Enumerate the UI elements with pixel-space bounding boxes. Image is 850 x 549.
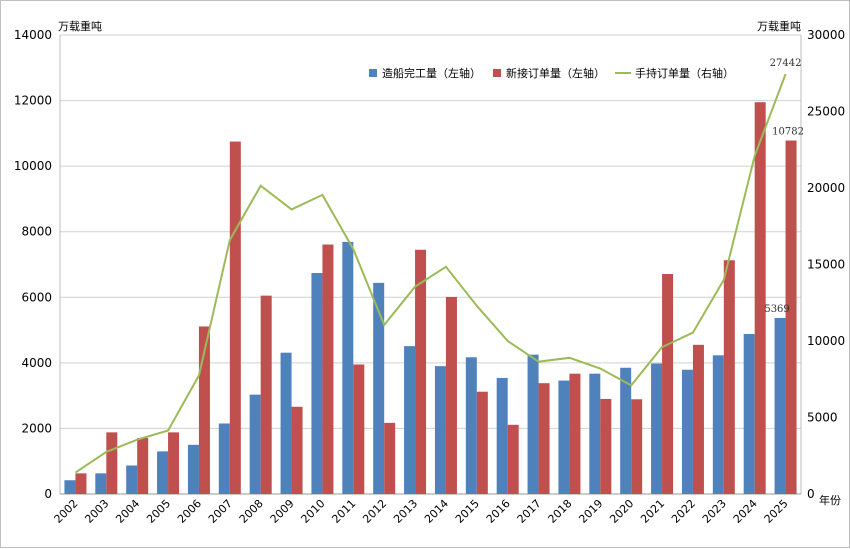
bar-new-orders (724, 260, 735, 494)
bar-completed (682, 370, 693, 494)
x-tick-label: 2008 (237, 497, 266, 526)
bar-new-orders (693, 345, 704, 494)
x-tick-label: 2024 (731, 497, 760, 526)
bar-new-orders (508, 425, 519, 494)
bar-new-orders (477, 392, 488, 494)
legend-completed-label: 造船完工量（左轴） (382, 66, 481, 80)
bar-new-orders (755, 102, 766, 494)
x-tick-label: 2012 (360, 497, 389, 526)
bar-new-orders (384, 423, 395, 494)
x-tick-label: 2006 (175, 497, 204, 526)
x-unit-label: 年份 (819, 493, 841, 507)
bar-completed (713, 355, 724, 494)
bar-new-orders (168, 432, 179, 494)
bar-completed (126, 465, 137, 494)
bar-new-orders (137, 438, 148, 494)
bar-new-orders (353, 364, 364, 494)
x-tick-label: 2004 (113, 497, 142, 526)
bar-completed (373, 283, 384, 494)
y-left-tick-label: 8000 (21, 225, 52, 239)
bar-new-orders (261, 296, 272, 494)
x-tick-label: 2009 (268, 497, 297, 526)
x-tick-label: 2013 (391, 497, 420, 526)
bar-completed (219, 424, 230, 494)
y-right-tick-label: 15000 (807, 258, 845, 272)
bar-new-orders (569, 374, 580, 494)
bar-completed (342, 242, 353, 494)
data-label: 27442 (770, 58, 802, 69)
bar-new-orders (631, 399, 642, 494)
bar-new-orders (292, 407, 303, 494)
bar-completed (651, 364, 662, 494)
bar-new-orders (600, 399, 611, 494)
x-tick-label: 2015 (453, 497, 482, 526)
line-order-backlog (75, 74, 785, 472)
bar-completed (95, 473, 106, 494)
x-tick-label: 2016 (484, 497, 513, 526)
bar-completed (281, 353, 292, 494)
bar-completed (620, 368, 631, 494)
x-tick-label: 2014 (422, 497, 451, 526)
y-right-unit-label: 万载重吨 (757, 19, 801, 33)
bar-completed (497, 378, 508, 494)
bar-new-orders (786, 141, 797, 494)
bar-completed (775, 318, 786, 494)
bar-completed (404, 346, 415, 494)
bar-completed (466, 357, 477, 494)
bar-completed (435, 366, 446, 494)
y-right-tick-label: 30000 (807, 28, 845, 42)
x-tick-label: 2018 (546, 497, 575, 526)
x-tick-label: 2023 (700, 497, 729, 526)
bar-new-orders (446, 297, 457, 494)
x-tick-label: 2017 (515, 497, 544, 526)
x-tick-label: 2002 (52, 497, 81, 526)
bar-completed (589, 374, 600, 494)
x-tick-label: 2005 (144, 497, 173, 526)
bar-new-orders (539, 383, 550, 494)
legend-backlog-label: 手持订单量（右轴） (635, 66, 734, 80)
y-left-tick-label: 4000 (21, 356, 52, 370)
x-tick-label: 2022 (669, 497, 698, 526)
bar-new-orders (106, 432, 117, 494)
x-tick-label: 2019 (576, 497, 605, 526)
y-left-tick-label: 6000 (21, 290, 52, 304)
y-left-tick-label: 12000 (14, 94, 52, 108)
x-tick-label: 2011 (329, 497, 358, 526)
bar-completed (528, 355, 539, 494)
legend-new-orders-swatch (493, 69, 501, 77)
bar-new-orders (322, 245, 333, 494)
y-right-tick-label: 5000 (807, 411, 838, 425)
bar-completed (558, 381, 569, 494)
bar-completed (64, 480, 75, 494)
bar-completed (311, 273, 322, 494)
bar-completed (188, 445, 199, 494)
y-left-unit-label: 万载重吨 (58, 19, 102, 33)
y-right-tick-label: 10000 (807, 334, 845, 348)
x-tick-label: 2025 (762, 497, 791, 526)
bar-new-orders (230, 142, 241, 494)
y-right-tick-label: 20000 (807, 181, 845, 195)
y-right-tick-label: 25000 (807, 105, 845, 119)
x-tick-label: 2021 (638, 497, 667, 526)
bar-new-orders (75, 473, 86, 494)
data-label: 10782 (772, 127, 804, 138)
x-tick-label: 2007 (206, 497, 235, 526)
x-tick-label: 2003 (82, 497, 111, 526)
y-left-tick-label: 2000 (21, 421, 52, 435)
data-label: 5369 (764, 304, 789, 315)
y-left-tick-label: 14000 (14, 28, 52, 42)
y-left-tick-label: 0 (44, 487, 52, 501)
bar-completed (250, 395, 261, 494)
x-tick-label: 2020 (607, 497, 636, 526)
legend-completed-swatch (369, 69, 377, 77)
bar-completed (744, 334, 755, 494)
y-left-tick-label: 10000 (14, 159, 52, 173)
y-right-tick-label: 0 (807, 487, 815, 501)
bar-new-orders (662, 274, 673, 494)
x-tick-label: 2010 (299, 497, 328, 526)
bar-completed (157, 451, 168, 494)
legend-new-orders-label: 新接订单量（左轴） (506, 66, 605, 80)
